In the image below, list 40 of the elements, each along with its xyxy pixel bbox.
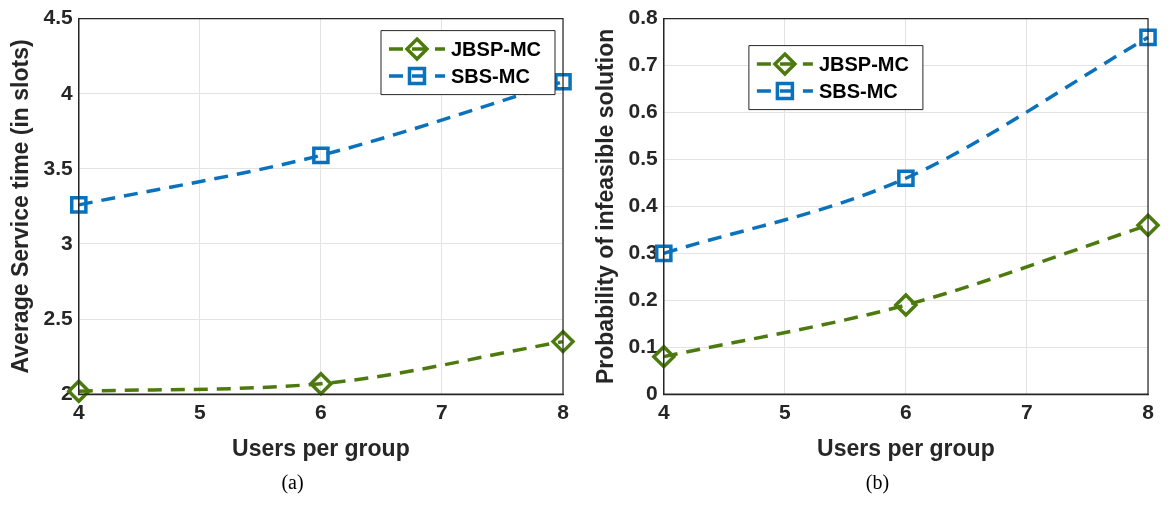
point	[1139, 28, 1157, 47]
point	[551, 329, 575, 354]
y-tick-label: 2.5	[43, 305, 74, 329]
x-axis-title: Users per group	[232, 434, 410, 461]
y-tick-label: 0.7	[628, 52, 658, 76]
y-tick-label: 0	[646, 381, 658, 404]
y-tick-label: 0.4	[628, 193, 659, 217]
x-tick-label: 6	[900, 399, 912, 423]
x-tick-label: 6	[315, 399, 327, 423]
legend-label: JBSP-MC	[818, 52, 909, 75]
y-tick-label: 4	[61, 80, 74, 104]
point	[1136, 213, 1160, 237]
y-tick-label: 0.5	[628, 146, 659, 170]
point	[897, 169, 915, 188]
legend-label: SBS-MC	[818, 79, 898, 102]
point	[312, 146, 330, 165]
text: (b)	[864, 471, 891, 494]
x-tick-label: 8	[1142, 399, 1155, 423]
y-axis-title: Average Service time (in slots)	[7, 39, 34, 374]
y-tick-label: 3.5	[43, 155, 74, 179]
y-axis-title: Probability of infeasible solution	[592, 28, 619, 385]
legend-label: JBSP-MC	[450, 37, 542, 60]
x-tick-label: 8	[557, 399, 570, 423]
point	[309, 371, 333, 396]
y-tick-label: 0.8	[628, 5, 659, 29]
y-tick-label: 4.5	[43, 5, 74, 29]
point	[654, 244, 673, 263]
point	[894, 293, 918, 317]
text: (a)	[280, 471, 305, 494]
x-tick-label: 7	[436, 399, 448, 423]
y-tick-label: 0.2	[628, 287, 658, 311]
x-axis-title: Users per group	[817, 434, 995, 461]
point	[69, 196, 88, 214]
legend-label: SBS-MC	[450, 64, 530, 87]
y-tick-label: 3	[61, 230, 73, 254]
x-tick-label: 5	[779, 399, 791, 423]
y-tick-label: 0.1	[628, 334, 659, 358]
x-tick-label: 5	[194, 399, 206, 423]
y-tick-label: 0.6	[628, 99, 658, 123]
x-tick-label: 7	[1021, 399, 1033, 423]
